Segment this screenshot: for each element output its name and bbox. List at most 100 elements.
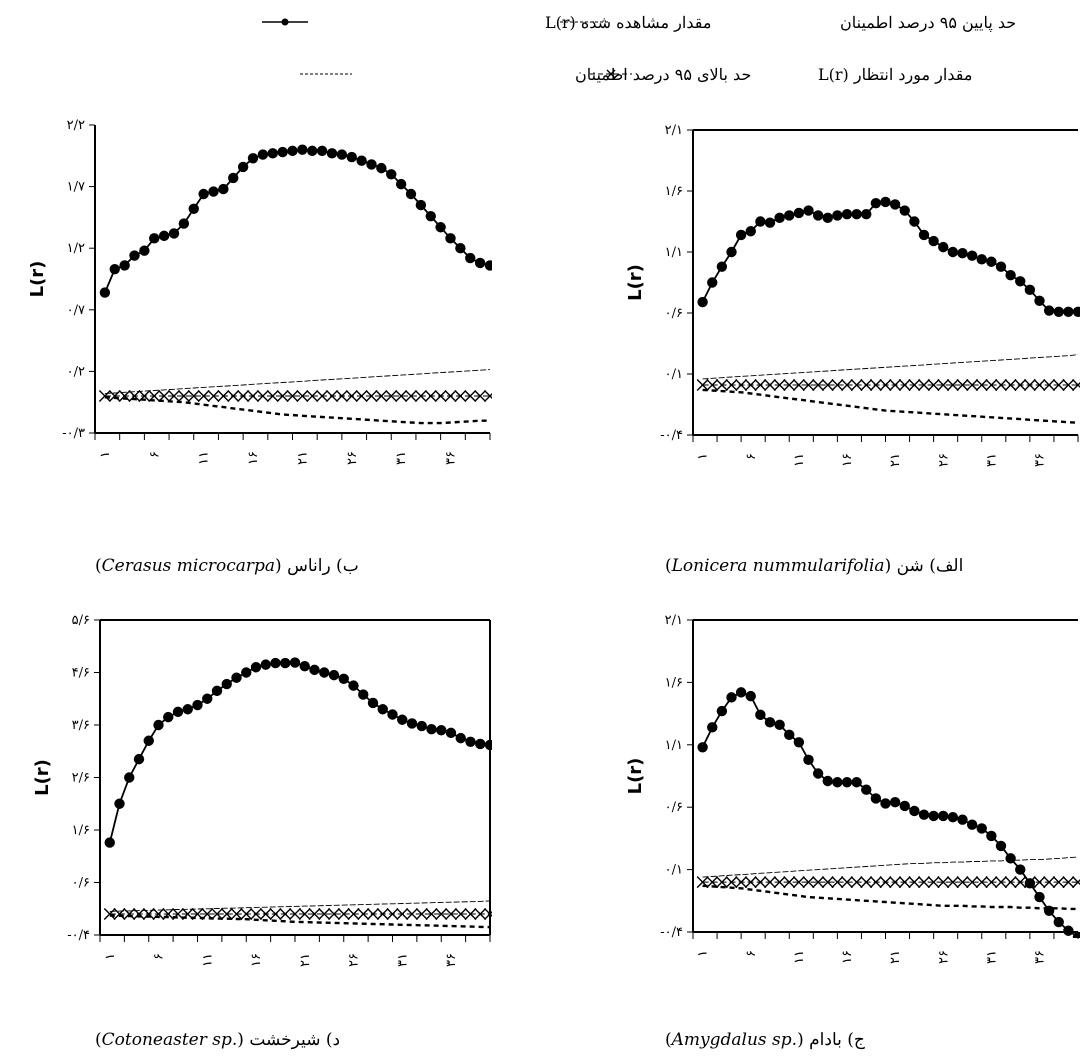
observed-point <box>707 722 718 733</box>
legend-label: حد بالای ۹۵ درصد اطمینان <box>575 65 751 84</box>
chart-panel-alef: ۲/۱ ۱/۶ ۱/۱ ۰/۶ ۰/۱ -۰/۴ ۱ ۶ ۱۱ ۱۶ ۲۱ ۲۶ ۳۱ ۳۶ L(r) <box>605 105 1087 544</box>
expected-point <box>1004 378 1017 391</box>
x-tick-label: ۱۶ <box>840 453 855 467</box>
y-tick-label: ۲/۲ <box>67 118 85 133</box>
observed-point <box>1005 269 1016 281</box>
observed-point <box>841 777 853 788</box>
observed-point <box>104 837 115 848</box>
expected-point <box>744 876 757 889</box>
legend-swatch-marker <box>281 18 289 26</box>
observed-point <box>1005 853 1016 864</box>
expected-point <box>937 378 950 391</box>
expected-point <box>735 876 748 889</box>
observed-point <box>957 814 968 825</box>
expected-point <box>298 908 311 920</box>
caption-be: (Cerasus microcarpa) ب) راناس <box>95 556 359 576</box>
expected-point <box>355 390 368 403</box>
expected-point <box>898 876 911 889</box>
observed-point <box>133 753 145 765</box>
observed-point <box>149 233 160 244</box>
expected-point <box>715 876 728 889</box>
expected-point <box>773 378 786 391</box>
expected-point <box>414 390 427 403</box>
observed-point <box>726 692 737 703</box>
observed-point <box>386 169 397 180</box>
expected-point <box>289 908 301 920</box>
x-tick-label: ۱۱ <box>792 950 807 964</box>
observed-point <box>716 705 728 717</box>
y-tick-label: ۲/۶ <box>72 771 90 786</box>
observed-point <box>966 819 978 830</box>
y-tick-label: ۰/۱ <box>665 367 683 382</box>
observed-point <box>716 261 728 272</box>
axes: ۲/۱۱/۶۱/۱۰/۶۰/۱-۰/۴۱ ۶ ۱۱ ۱۶ ۲۱ ۲۶ ۳۱ ۳۶ <box>660 613 1079 964</box>
x-tick-label: ۱ <box>103 953 118 960</box>
expected-point <box>1062 378 1075 391</box>
legend-item-lower: حد پایین ۹۵ درصد اطمینان <box>560 13 1016 32</box>
expected-point <box>927 876 940 889</box>
caption-alef: (Lonicera nummularifolia) الف) شن <box>665 556 964 576</box>
observed-point <box>455 732 466 744</box>
x-tick-label: ۱۶ <box>840 950 855 964</box>
observed-point <box>172 706 184 718</box>
observed-point <box>1072 306 1080 317</box>
observed-point <box>832 210 843 221</box>
observed-point <box>474 257 486 269</box>
expected-point <box>201 908 214 920</box>
y-tick-label: ۰/۶ <box>72 876 90 891</box>
x-tick-label: ۱۶ <box>249 953 264 967</box>
expected-point <box>211 908 223 920</box>
expected-point <box>995 876 1007 889</box>
expected-point <box>725 876 738 889</box>
expected-point <box>103 908 116 920</box>
observed-point <box>822 775 833 787</box>
expected-point <box>831 876 844 889</box>
expected-point <box>956 876 969 889</box>
expected-point <box>286 390 299 403</box>
observed-point <box>697 742 708 753</box>
caption-dal: (Cotoneaster sp.) د) شیرخشت <box>95 1030 341 1050</box>
expected-point <box>250 908 262 920</box>
observed-point <box>316 145 328 157</box>
observed-point <box>484 260 492 271</box>
x-tick-label: ۶ <box>152 953 167 960</box>
observed-point <box>484 739 492 751</box>
observed-point <box>707 277 718 288</box>
expected-point <box>706 876 719 889</box>
expected-point <box>464 390 477 403</box>
expected-point <box>918 876 930 889</box>
expected-point <box>138 390 151 403</box>
series-lower-line <box>109 914 491 929</box>
x-tick-label: ۳۱ <box>984 950 999 964</box>
chart-legend: مقدار مشاهده شده L(r) حد پایین ۹۵ درصد اط… <box>262 13 1016 84</box>
series-group <box>98 144 492 425</box>
expected-point <box>860 876 873 889</box>
observed-point <box>338 673 349 684</box>
observed-point <box>957 248 968 259</box>
observed-point <box>889 199 901 210</box>
caption-prefix: ب) راناس <box>287 556 359 576</box>
expected-point <box>696 378 709 391</box>
observed-point <box>1053 306 1064 317</box>
observed-point <box>822 212 833 224</box>
expected-point <box>142 908 155 920</box>
expected-point <box>217 390 230 403</box>
observed-point <box>909 216 920 227</box>
x-tick-label: ۲۶ <box>936 950 951 964</box>
expected-point <box>158 390 171 403</box>
observed-point <box>307 145 318 157</box>
expected-point <box>975 378 988 391</box>
expected-point <box>966 378 979 391</box>
observed-point <box>880 196 891 208</box>
observed-point <box>445 233 456 244</box>
expected-point <box>715 378 728 391</box>
legend-label: مقدار مشاهده شده L(r) <box>545 13 711 32</box>
x-tick-label: ۲۱ <box>295 451 310 465</box>
observed-point <box>755 709 766 721</box>
x-tick-label: ۱۱ <box>792 453 807 467</box>
expected-point <box>385 390 398 403</box>
y-tick-label: ۰/۶ <box>665 306 683 321</box>
observed-point <box>793 737 805 748</box>
caption-species: Lonicera nummularifolia <box>671 556 885 576</box>
expected-point <box>725 378 738 391</box>
